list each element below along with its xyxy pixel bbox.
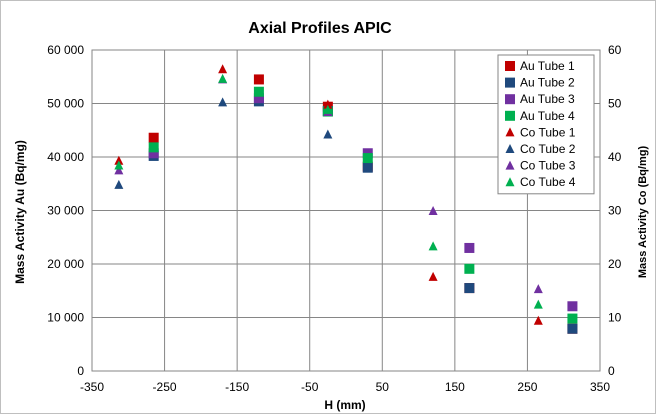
x-tick-label: 50	[376, 380, 390, 394]
right-y-tick-label: 0	[608, 364, 615, 378]
triangle-marker	[428, 241, 438, 251]
right-axis-tick-labels: 0 10 20 30 40 50 60	[608, 43, 622, 378]
right-axis-title: Mass Activity Co (Bq/mg)	[637, 146, 649, 279]
legend-marker	[505, 127, 515, 137]
triangle-marker	[218, 64, 228, 74]
right-y-tick-label: 50	[608, 97, 622, 111]
square-marker	[567, 323, 578, 334]
legend-marker	[505, 94, 515, 105]
square-marker	[148, 148, 159, 159]
legend-marker	[505, 144, 515, 153]
legend-label: Co Tube 1	[520, 125, 576, 139]
square-marker	[253, 86, 264, 97]
square-marker	[362, 153, 373, 164]
right-y-tick-label: 20	[608, 257, 622, 271]
legend-label: Au Tube 4	[520, 109, 575, 123]
square-marker	[464, 242, 475, 253]
right-y-tick-label: 10	[608, 311, 622, 325]
triangle-marker	[533, 299, 543, 309]
legend-marker	[505, 61, 515, 71]
legend-label: Au Tube 1	[520, 59, 575, 73]
triangle-marker	[114, 179, 124, 189]
plot-area	[91, 49, 601, 372]
right-y-tick-label: 40	[608, 150, 622, 164]
x-tick-label: -250	[153, 380, 177, 394]
left-y-tick-label: 30 000	[47, 204, 84, 218]
triangle-marker	[428, 206, 438, 216]
legend-label: Co Tube 3	[520, 159, 576, 173]
left-y-tick-label: 0	[77, 364, 84, 378]
square-marker	[148, 142, 159, 153]
x-tick-label: -350	[80, 380, 104, 394]
triangle-marker	[218, 73, 228, 83]
left-axis-tick-labels: 0 10 000 20 000 30 000 40 000 50 000 60 000	[47, 43, 84, 378]
triangle-marker	[114, 165, 124, 175]
legend-marker	[505, 177, 515, 187]
triangle-marker	[323, 129, 333, 139]
square-marker	[567, 301, 578, 312]
left-y-tick-label: 20 000	[47, 257, 84, 271]
triangle-marker	[323, 99, 333, 109]
x-tick-label: -50	[301, 380, 319, 394]
triangle-marker	[533, 315, 543, 325]
legend-label: Au Tube 3	[520, 92, 575, 106]
square-marker	[253, 93, 264, 104]
triangle-marker	[323, 104, 333, 114]
legend-marker	[505, 77, 515, 88]
left-y-tick-label: 60 000	[47, 43, 84, 57]
series-co-tube-4	[114, 73, 543, 309]
series-co-tube-1	[114, 64, 543, 325]
x-tick-label: 150	[445, 380, 465, 394]
right-y-tick-label: 60	[608, 43, 622, 57]
right-y-tick-label: 30	[608, 204, 622, 218]
legend: Au Tube 1 Au Tube 2 Au Tube 3 Au Tube 4 Co T…	[497, 54, 595, 195]
legend-marker	[505, 110, 515, 121]
square-marker	[464, 263, 475, 274]
chart-title: Axial Profiles APIC	[248, 20, 392, 37]
square-marker	[362, 162, 373, 173]
x-axis-title: H (mm)	[324, 398, 365, 412]
legend-marker	[505, 160, 515, 170]
square-marker	[148, 132, 159, 143]
triangle-marker	[428, 271, 438, 281]
x-axis-tick-labels: -350 -250 -150 -50 50 150 250 350	[80, 380, 610, 394]
triangle-marker	[533, 284, 543, 294]
x-tick-label: 350	[590, 380, 610, 394]
triangle-marker	[114, 155, 124, 165]
legend-label: Co Tube 4	[520, 175, 576, 189]
square-marker	[464, 283, 475, 294]
square-marker	[567, 313, 578, 324]
x-tick-label: 250	[517, 380, 537, 394]
triangle-marker	[218, 97, 228, 107]
square-marker	[253, 74, 264, 85]
left-y-tick-label: 40 000	[47, 150, 84, 164]
legend-label: Co Tube 2	[520, 142, 576, 156]
left-y-tick-label: 10 000	[47, 311, 84, 325]
triangle-marker	[114, 160, 124, 170]
left-y-tick-label: 50 000	[47, 97, 84, 111]
left-axis-title: Mass Activity Au (Bq/mg)	[13, 140, 27, 284]
data-points	[114, 64, 578, 334]
legend-label: Au Tube 2	[520, 76, 575, 90]
series-co-tube-2	[114, 97, 333, 189]
x-tick-label: -150	[225, 380, 249, 394]
